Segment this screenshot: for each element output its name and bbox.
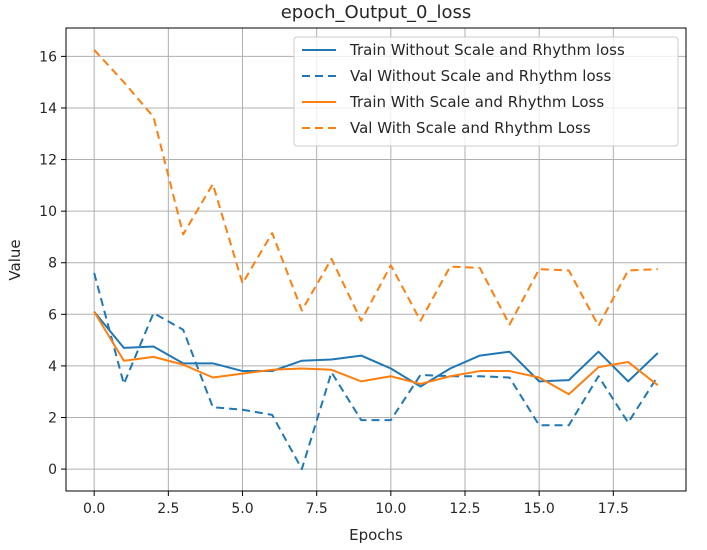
legend-box (293, 36, 679, 147)
legend-label: Val Without Scale and Rhythm loss (350, 67, 611, 85)
x-axis: 0.0 2.5 5.0 7.5 10.0 12.5 15.0 17.5 (83, 491, 629, 517)
x-tick-label: 5.0 (231, 501, 253, 517)
y-tick-label: 12 (39, 153, 57, 169)
plot-frame (65, 27, 687, 492)
legend-label: Val With Scale and Rhythm Loss (350, 119, 591, 137)
y-tick-label: 8 (48, 256, 57, 272)
y-tick-label: 0 (48, 462, 57, 478)
chart-title: epoch_Output_0_loss (281, 2, 472, 23)
x-tick-label: 17.5 (598, 501, 629, 517)
legend-label: Train Without Scale and Rhythm loss (349, 41, 625, 59)
x-tick-label: 10.0 (375, 501, 406, 517)
series-layer (93, 49, 659, 471)
y-axis: 0 2 4 6 8 10 12 14 16 (39, 49, 66, 478)
series-line-2 (93, 272, 659, 471)
x-tick-label: 12.5 (449, 501, 480, 517)
y-tick-label: 14 (39, 101, 57, 117)
x-tick-label: 15.0 (524, 501, 555, 517)
y-tick-label: 10 (39, 204, 57, 220)
x-tick-label: 0.0 (83, 501, 105, 517)
x-tick-label: 2.5 (157, 501, 179, 517)
y-tick-label: 4 (48, 359, 57, 375)
x-axis-label: Epochs (349, 526, 403, 544)
legend: Train Without Scale and Rhythm loss Val W… (293, 36, 679, 147)
y-tick-label: 2 (48, 410, 57, 426)
legend-label: Train With Scale and Rhythm Loss (349, 93, 604, 111)
y-tick-label: 6 (48, 307, 57, 323)
series-line-3 (93, 311, 659, 396)
x-tick-label: 7.5 (306, 501, 328, 517)
y-axis-label: Value (6, 239, 24, 280)
series-line-1 (93, 311, 659, 388)
y-tick-label: 16 (39, 49, 57, 65)
